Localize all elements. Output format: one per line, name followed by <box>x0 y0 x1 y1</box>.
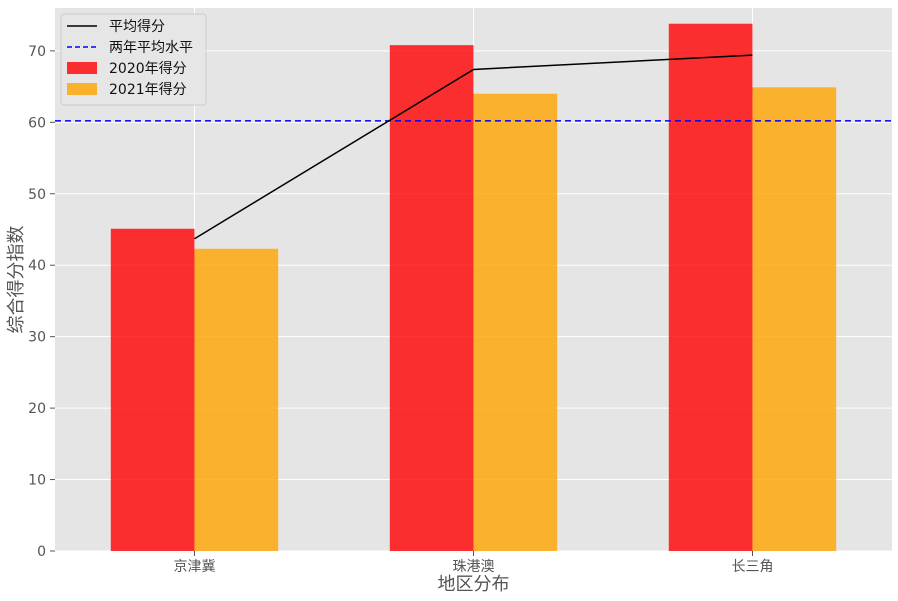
legend-box <box>60 13 207 106</box>
x-axis-label: 地区分布 <box>438 574 510 595</box>
y-tick-label: 30 <box>28 330 46 346</box>
bar <box>668 23 753 551</box>
y-axis-ticks: 0 10 20 30 40 50 60 70 <box>28 44 55 560</box>
x-tick-label: 珠港澳 <box>453 559 495 575</box>
y-axis-label: 综合得分指数 <box>6 226 27 334</box>
bar <box>473 93 558 551</box>
legend-patch-swatch <box>67 62 97 74</box>
bar <box>752 87 837 551</box>
y-tick-label: 70 <box>28 44 46 60</box>
legend-label: 两年平均水平 <box>109 40 193 56</box>
legend-patch-swatch <box>67 83 97 95</box>
y-tick-label: 60 <box>28 115 46 131</box>
y-tick-label: 20 <box>28 401 46 417</box>
bar <box>389 45 474 552</box>
legend-label: 2020年得分 <box>109 60 187 77</box>
legend-label: 平均得分 <box>109 18 165 35</box>
x-axis-ticks: 京津冀 珠港澳 长三角 <box>174 551 774 575</box>
y-tick-label: 50 <box>28 187 46 203</box>
bar <box>194 248 279 551</box>
legend-label: 2021年得分 <box>109 81 187 98</box>
y-tick-label: 10 <box>28 473 46 489</box>
x-tick-label: 长三角 <box>732 559 774 575</box>
y-tick-label: 0 <box>37 544 46 560</box>
bar <box>110 228 195 551</box>
average-line-group <box>194 54 753 240</box>
x-tick-label: 京津冀 <box>174 559 216 575</box>
bars <box>110 23 837 552</box>
average-line <box>194 54 753 240</box>
y-tick-label: 40 <box>28 258 46 274</box>
